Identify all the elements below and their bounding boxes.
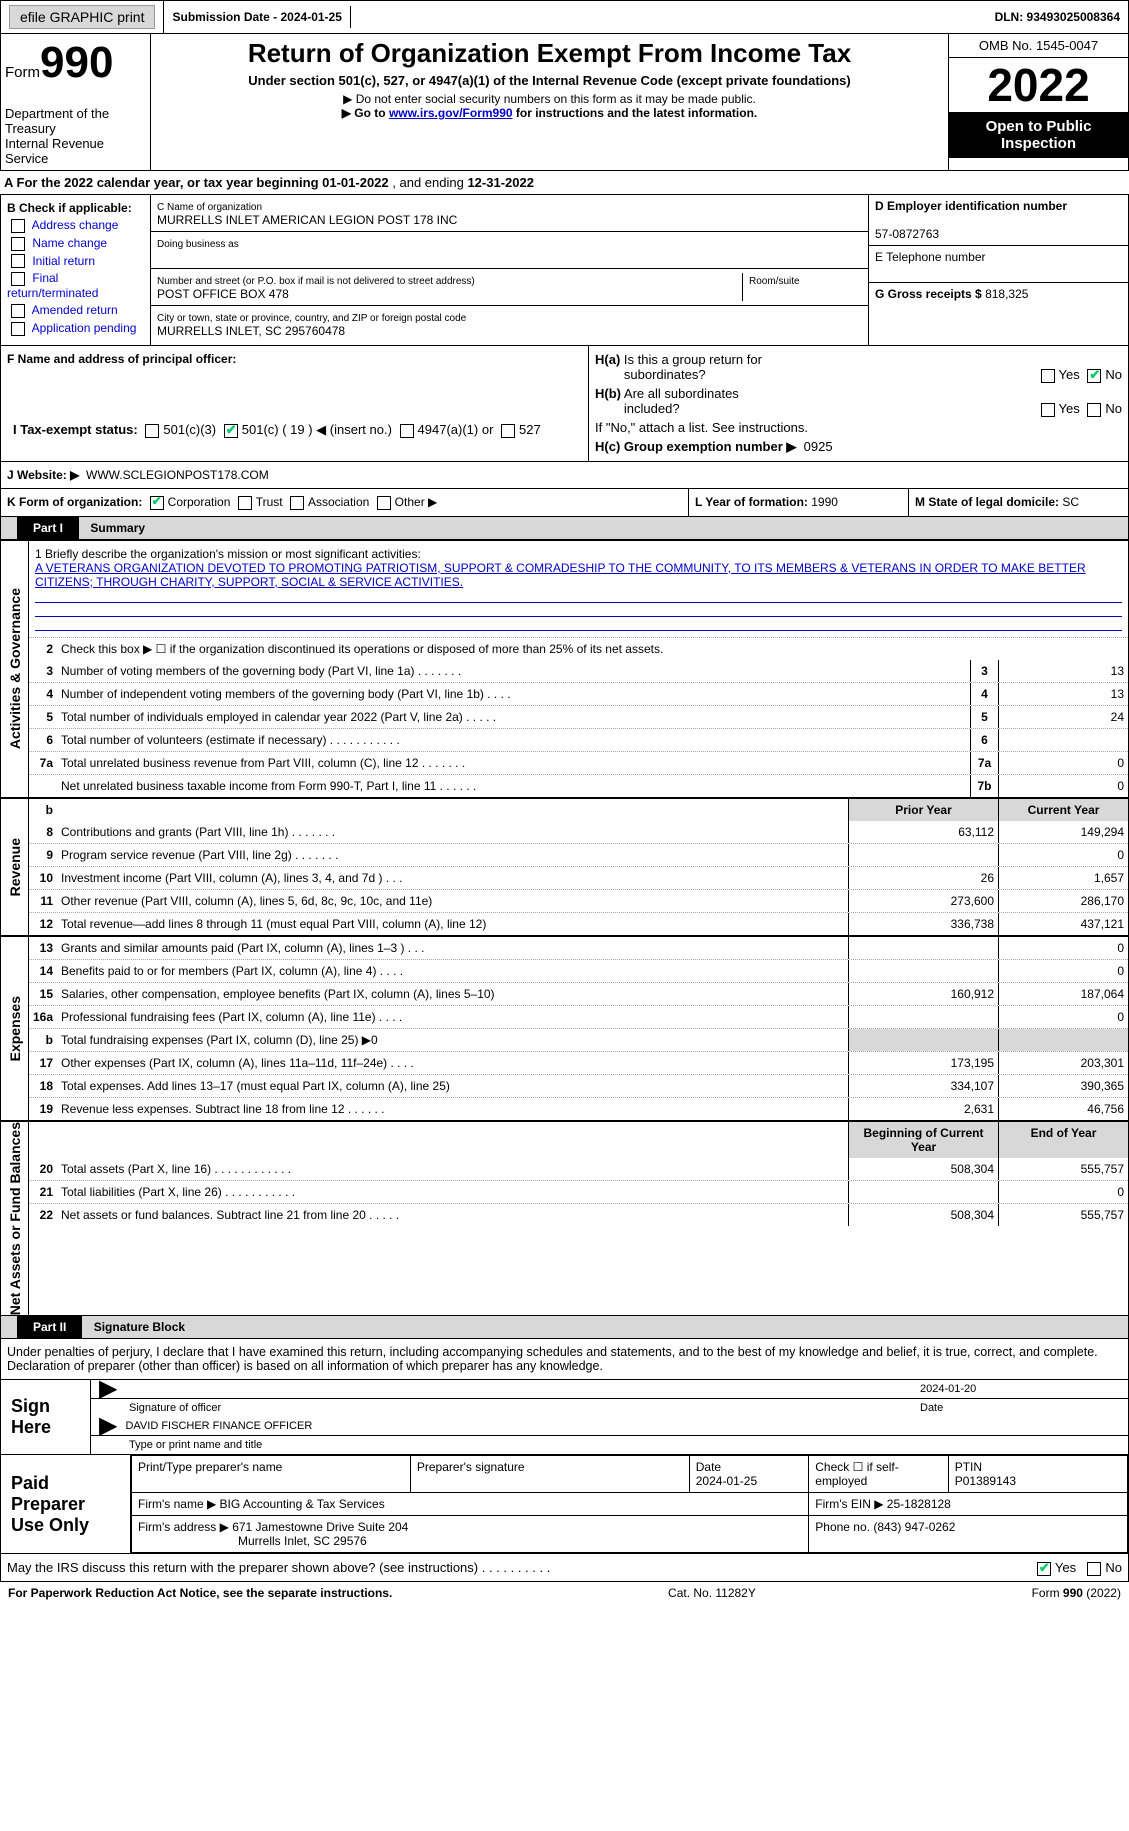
expenses-section: Expenses 13Grants and similar amounts pa…: [0, 936, 1129, 1121]
sig-officer-label: Signature of officer: [129, 1402, 920, 1414]
501c-checkbox[interactable]: [224, 424, 238, 438]
col-b: B Check if applicable: Address change Na…: [1, 195, 151, 345]
revenue-label: Revenue: [7, 838, 23, 896]
prior-year-header: Prior Year: [848, 799, 998, 821]
eoy-header: End of Year: [998, 1122, 1128, 1158]
firm-ein: 25-1828128: [887, 1497, 951, 1511]
firm-addr: 671 Jamestowne Drive Suite 204: [232, 1520, 408, 1534]
netassets-section: Net Assets or Fund Balances Beginning of…: [0, 1121, 1129, 1316]
section-a: A For the 2022 calendar year, or tax yea…: [0, 171, 1129, 195]
preparer-table: Print/Type preparer's name Preparer's si…: [131, 1455, 1128, 1553]
mission-question: 1 Briefly describe the organization's mi…: [35, 547, 1122, 561]
firm-phone: (843) 947-0262: [873, 1520, 955, 1534]
goto-note: ▶ Go to www.irs.gov/Form990 for instruct…: [155, 106, 944, 120]
colb-checkbox[interactable]: Amended return: [7, 303, 144, 318]
group-exemption: 0925: [804, 439, 833, 454]
date-label: Date: [920, 1402, 1120, 1414]
boy-header: Beginning of Current Year: [848, 1122, 998, 1158]
paid-prep-label: Paid Preparer Use Only: [1, 1455, 131, 1553]
section-j: J Website: ▶ WWW.SCLEGIONPOST178.COM: [0, 462, 1129, 489]
current-year-header: Current Year: [998, 799, 1128, 821]
col-c: C Name of organizationMURRELLS INLET AME…: [151, 195, 868, 345]
expenses-label: Expenses: [7, 996, 23, 1061]
ha-no-checkbox[interactable]: [1087, 369, 1101, 383]
arrow-icon: ▶: [99, 1420, 117, 1432]
governance-section: Activities & Governance 1 Briefly descri…: [0, 540, 1129, 798]
discuss-yes-checkbox[interactable]: [1037, 1562, 1051, 1576]
gross-receipts: 818,325: [985, 287, 1028, 301]
netassets-label: Net Assets or Fund Balances: [7, 1122, 23, 1315]
colb-checkbox[interactable]: Final return/terminated: [7, 271, 144, 300]
officer-name: DAVID FISCHER FINANCE OFFICER: [125, 1420, 312, 1432]
form-title: Return of Organization Exempt From Incom…: [155, 38, 944, 69]
city-state-zip: MURRELLS INLET, SC 295760478: [157, 324, 345, 338]
section-klm: K Form of organization: Corporation Trus…: [0, 489, 1129, 517]
arrow-icon: ▶: [99, 1383, 117, 1395]
year-formation: 1990: [811, 495, 838, 509]
sign-here-label: Sign Here: [1, 1380, 91, 1454]
website: WWW.SCLEGIONPOST178.COM: [86, 468, 269, 482]
penalties-text: Under penalties of perjury, I declare th…: [1, 1339, 1128, 1379]
ein: 57-0872763: [875, 227, 939, 241]
mission-text: A VETERANS ORGANIZATION DEVOTED TO PROMO…: [35, 561, 1122, 589]
dept-treasury: Department of the Treasury: [5, 106, 146, 136]
part1-header: Part I Summary: [0, 517, 1129, 540]
tax-year: 2022: [949, 58, 1128, 112]
form-subtitle: Under section 501(c), 527, or 4947(a)(1)…: [155, 73, 944, 88]
form-header: Form990 Department of the Treasury Inter…: [0, 34, 1129, 171]
section-bcd: B Check if applicable: Address change Na…: [0, 195, 1129, 346]
revenue-section: Revenue b Prior Year Current Year 8Contr…: [0, 798, 1129, 936]
omb-number: OMB No. 1545-0047: [949, 34, 1128, 58]
type-name-label: Type or print name and title: [129, 1439, 262, 1451]
colb-checkbox[interactable]: Address change: [7, 218, 144, 233]
sign-date: 2024-01-20: [920, 1383, 1120, 1395]
hb-note: If "No," attach a list. See instructions…: [595, 420, 1122, 435]
discuss-row: May the IRS discuss this return with the…: [1, 1553, 1128, 1581]
page-footer: For Paperwork Reduction Act Notice, see …: [0, 1582, 1129, 1604]
top-toolbar: efile GRAPHIC print Submission Date - 20…: [0, 0, 1129, 34]
open-to-public: Open to PublicInspection: [949, 112, 1128, 158]
firm-name: BIG Accounting & Tax Services: [220, 1497, 385, 1511]
irs-label: Internal Revenue Service: [5, 136, 146, 166]
principal-officer-label: F Name and address of principal officer:: [7, 352, 236, 366]
irs-link[interactable]: www.irs.gov/Form990: [389, 106, 513, 120]
part2-header: Part II Signature Block: [0, 1316, 1129, 1339]
ssn-note: ▶ Do not enter social security numbers o…: [155, 92, 944, 106]
colb-checkbox[interactable]: Application pending: [7, 321, 144, 336]
ptin: P01389143: [955, 1474, 1016, 1488]
colb-checkbox[interactable]: Name change: [7, 236, 144, 251]
form-number: Form990: [5, 38, 146, 88]
line-2: Check this box ▶ ☐ if the organization d…: [57, 638, 1128, 660]
governance-label: Activities & Governance: [7, 588, 23, 749]
dln: DLN: 93493025008364: [987, 6, 1128, 28]
efile-print-button[interactable]: efile GRAPHIC print: [9, 5, 155, 29]
section-fh: F Name and address of principal officer:…: [0, 346, 1129, 462]
state-domicile: SC: [1062, 495, 1079, 509]
colb-checkbox[interactable]: Initial return: [7, 254, 144, 269]
org-name: MURRELLS INLET AMERICAN LEGION POST 178 …: [157, 213, 457, 227]
col-d: D Employer identification number57-08727…: [868, 195, 1128, 345]
corp-checkbox[interactable]: [150, 496, 164, 510]
signature-block: Under penalties of perjury, I declare th…: [0, 1339, 1129, 1582]
submission-date: Submission Date - 2024-01-25: [164, 6, 350, 28]
street: POST OFFICE BOX 478: [157, 287, 289, 301]
